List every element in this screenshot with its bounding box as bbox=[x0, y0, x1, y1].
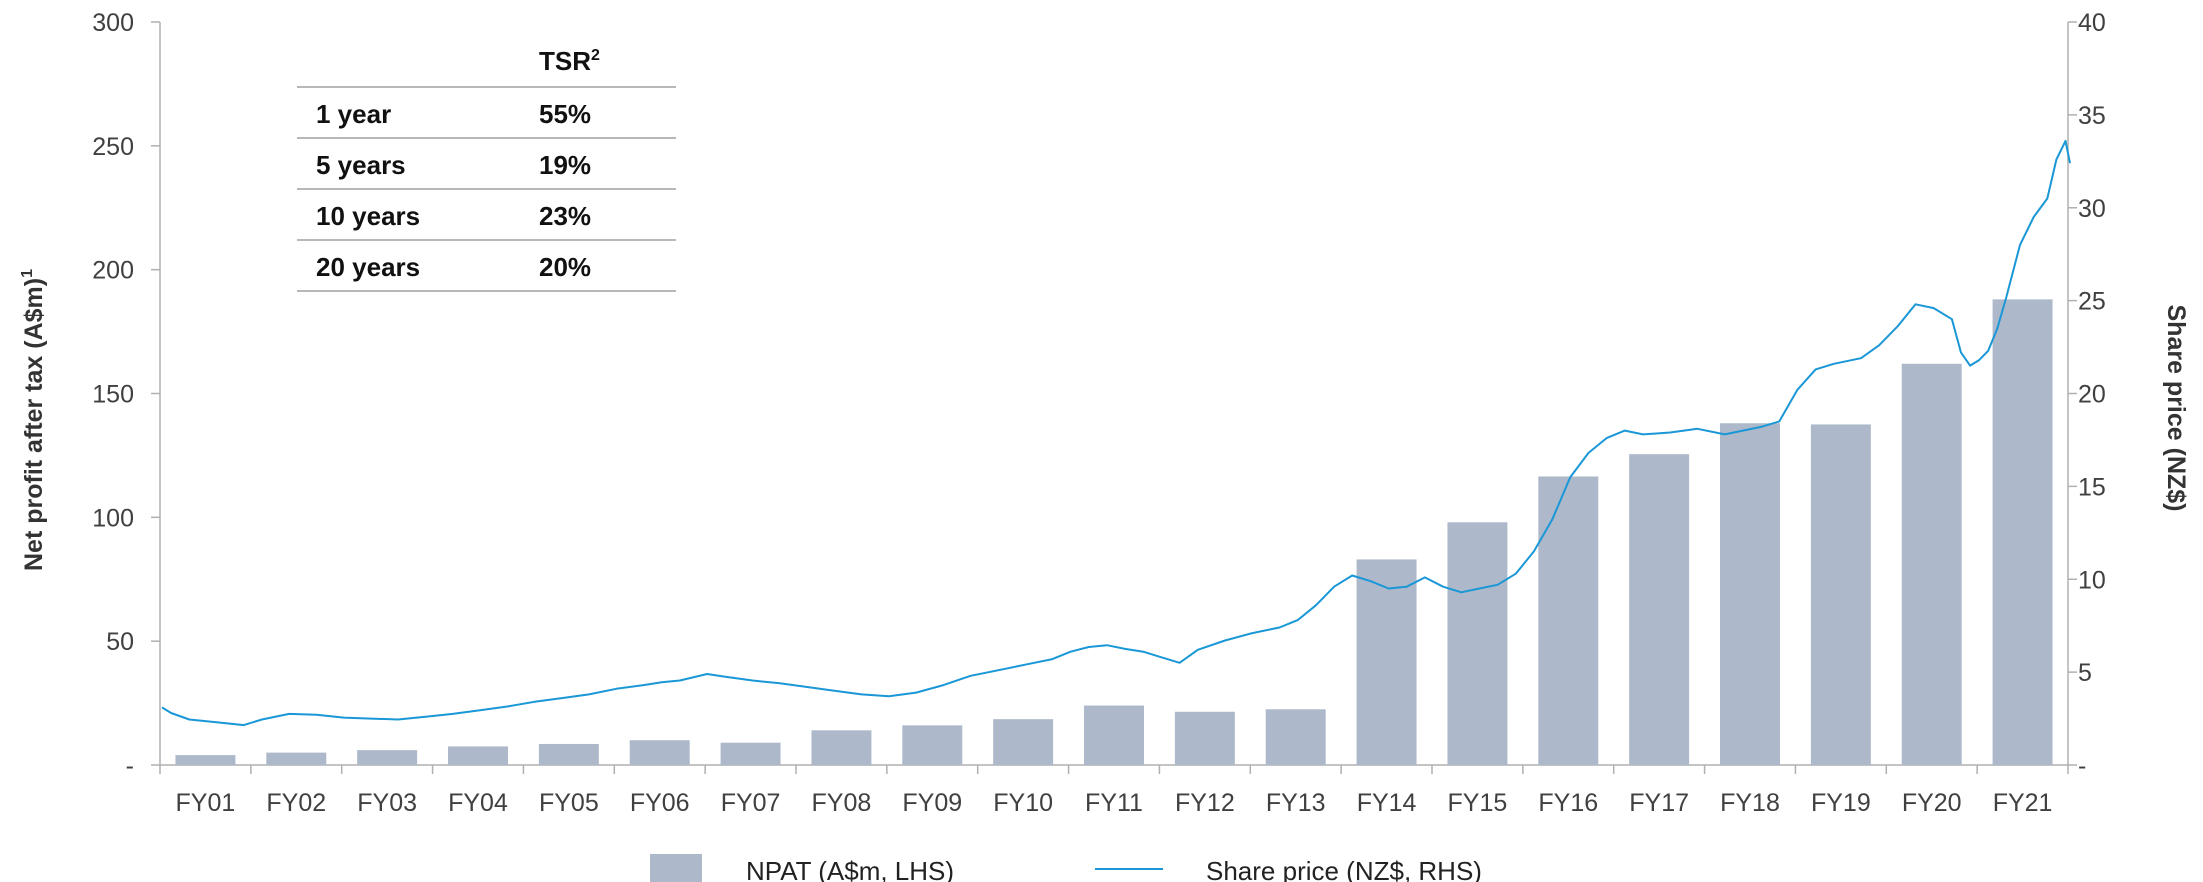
tsr-rows: 1 year 55% 5 years 19% 10 years 23% 20 years 20… bbox=[297, 86, 676, 292]
npat-bar bbox=[1901, 363, 1962, 765]
x-tick-label: FY13 bbox=[1266, 789, 1326, 817]
right-tick-label: 15 bbox=[2078, 473, 2106, 501]
tsr-period: 10 years bbox=[316, 201, 420, 231]
left-tick-label: 100 bbox=[92, 504, 134, 532]
right-tick-label: - bbox=[2078, 752, 2086, 780]
tsr-period: 5 years bbox=[316, 150, 406, 180]
tsr-period: 1 year bbox=[316, 99, 391, 129]
npat-bars bbox=[175, 299, 2053, 765]
tsr-header: TSR2 bbox=[539, 46, 600, 76]
x-tick-label: FY07 bbox=[721, 789, 781, 817]
share-price-line-layer bbox=[161, 139, 2071, 727]
x-tick-label: FY06 bbox=[630, 789, 690, 817]
legend-label-npat: NPAT (A$m, LHS) bbox=[746, 856, 954, 882]
x-tick-label: FY03 bbox=[357, 789, 417, 817]
npat-bar bbox=[1174, 711, 1235, 765]
npat-bar bbox=[1356, 559, 1417, 765]
x-tick-label: FY01 bbox=[176, 789, 236, 817]
npat-bar bbox=[448, 746, 508, 765]
npat-bar bbox=[266, 752, 327, 765]
x-tick-label: FY20 bbox=[1902, 789, 1962, 817]
npat-bar bbox=[1084, 705, 1144, 765]
x-tick-label: FY18 bbox=[1720, 789, 1780, 817]
left-axis-title: Net profit after tax (A$m)1 bbox=[19, 269, 48, 571]
tsr-value: 55% bbox=[539, 99, 591, 129]
legend: NPAT (A$m, LHS) Share price (NZ$, RHS) bbox=[650, 854, 1482, 882]
npat-bar bbox=[993, 719, 1054, 765]
x-tick-label: FY12 bbox=[1175, 789, 1235, 817]
left-tick-label: 250 bbox=[92, 133, 134, 161]
npat-bar bbox=[720, 742, 781, 765]
npat-bar bbox=[629, 740, 690, 765]
left-axis-title-text: Net profit after tax (A$m) bbox=[20, 278, 48, 571]
left-tick-label: 300 bbox=[92, 9, 134, 37]
share-price-line bbox=[161, 139, 2071, 727]
right-tick-label: 40 bbox=[2078, 9, 2106, 37]
left-tick-label: 150 bbox=[92, 381, 134, 409]
right-axis-title: Share price (NZ$) bbox=[2162, 304, 2190, 511]
x-tick-label: FY19 bbox=[1811, 789, 1871, 817]
left-y-axis: - 50 100 150 200 250 300 bbox=[92, 9, 161, 780]
tsr-period: 20 years bbox=[316, 252, 420, 282]
npat-bar bbox=[811, 730, 872, 765]
left-tick-label: 200 bbox=[92, 257, 134, 285]
npat-bar bbox=[1992, 299, 2053, 765]
x-tick-label: FY21 bbox=[1993, 789, 2053, 817]
left-tick-label: 50 bbox=[106, 628, 134, 656]
x-tick-label: FY09 bbox=[902, 789, 962, 817]
left-tick-label: - bbox=[126, 752, 134, 780]
right-tick-label: 20 bbox=[2078, 381, 2106, 409]
npat-bar bbox=[1265, 709, 1326, 765]
x-axis: FY01 FY02 FY03 FY04 FY05 FY06 FY07 FY08 FY09 FY10… bbox=[159, 764, 2069, 817]
x-tick-label: FY11 bbox=[1085, 789, 1143, 817]
x-tick-label: FY05 bbox=[539, 789, 599, 817]
x-tick-label: FY08 bbox=[812, 789, 872, 817]
right-tick-label: 30 bbox=[2078, 195, 2106, 223]
npat-bar bbox=[902, 725, 963, 765]
npat-bar bbox=[538, 743, 599, 765]
npat-bar bbox=[357, 750, 418, 765]
right-tick-label: 5 bbox=[2078, 659, 2092, 687]
x-tick-label: FY04 bbox=[448, 789, 508, 817]
npat-bar bbox=[1629, 454, 1690, 765]
tsr-value: 23% bbox=[539, 201, 591, 231]
x-tick-label: FY16 bbox=[1538, 789, 1598, 817]
left-axis-title-superscript: 1 bbox=[19, 269, 36, 278]
tsr-value: 19% bbox=[539, 150, 591, 180]
tsr-header-text: TSR bbox=[539, 46, 591, 76]
x-tick-label: FY15 bbox=[1448, 789, 1508, 817]
right-tick-label: 35 bbox=[2078, 102, 2106, 130]
tsr-value: 20% bbox=[539, 252, 591, 282]
npat-bar bbox=[1447, 522, 1508, 765]
x-tick-label: FY10 bbox=[993, 789, 1053, 817]
legend-label-share-price: Share price (NZ$, RHS) bbox=[1206, 856, 1482, 882]
x-tick-label: FY17 bbox=[1629, 789, 1689, 817]
x-tick-label: FY02 bbox=[266, 789, 326, 817]
tsr-header-superscript: 2 bbox=[591, 47, 600, 64]
npat-bar bbox=[1538, 476, 1599, 765]
right-tick-label: 10 bbox=[2078, 566, 2106, 594]
right-y-axis: - 5 10 15 20 25 30 35 40 bbox=[2067, 9, 2106, 780]
right-tick-label: 25 bbox=[2078, 288, 2106, 316]
tsr-table: TSR2 1 year 55% 5 years 19% 10 years 23% 20 ye… bbox=[297, 46, 676, 292]
npat-bar bbox=[1720, 423, 1780, 765]
x-tick-label: FY14 bbox=[1357, 789, 1417, 817]
npat-bar bbox=[175, 755, 236, 765]
legend-swatch-npat bbox=[650, 854, 702, 882]
npat-bar bbox=[1810, 424, 1871, 765]
